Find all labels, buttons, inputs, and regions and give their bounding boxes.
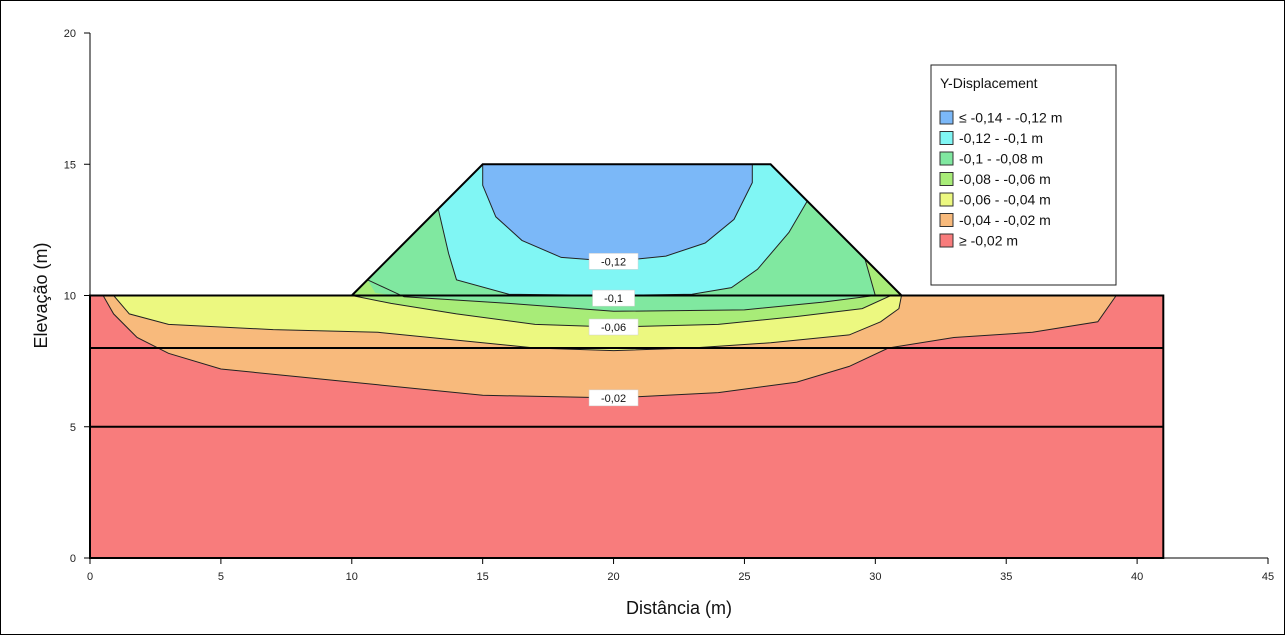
y-tick-label: 0: [70, 553, 76, 565]
y-tick-label: 10: [64, 291, 76, 303]
x-tick-label: 0: [87, 571, 93, 583]
axes: 0 5 10 15 20 25 30 35 40 45 0 5 10 15 20: [64, 28, 1274, 583]
legend-swatch: [939, 172, 954, 186]
x-tick-label: 40: [1131, 571, 1143, 583]
contour-line-m0_08: [367, 258, 876, 312]
legend: Y-Displacement ≤ -0,14 - -0,12 m -0,12 - -…: [930, 64, 1117, 286]
x-axis-title: Distância (m): [626, 598, 732, 618]
legend-swatch: [939, 110, 954, 125]
legend-entry-label: ≥ -0,02 m: [959, 233, 1018, 249]
contour-label-box: [588, 318, 639, 336]
legend-swatch: [939, 192, 954, 207]
legend-swatch: [939, 233, 954, 248]
x-tick-label: 35: [1000, 571, 1012, 583]
x-tick-label: 45: [1262, 571, 1274, 583]
embankment-outline: [351, 163, 903, 297]
x-tick-label: 25: [738, 571, 750, 583]
contour-line-m0_04: [113, 295, 902, 352]
legend-swatch: [939, 151, 954, 166]
contour-label: -0,02: [601, 393, 626, 405]
y-tick-label: 15: [64, 159, 76, 171]
x-tick-label: 20: [607, 571, 619, 583]
legend-swatch: [939, 131, 954, 145]
legend-entry-label: -0,1 - -0,08 m: [959, 151, 1043, 167]
x-tick-label: 5: [218, 571, 224, 583]
x-tick-label: 30: [869, 571, 881, 583]
contour-label-box: [592, 289, 635, 307]
legend-swatch: [939, 213, 954, 227]
contour-label: -0,12: [601, 256, 626, 268]
region-le_014_012: [482, 164, 753, 262]
contour-label: -0,1: [604, 293, 623, 305]
x-tick-label: 15: [477, 571, 489, 583]
legend-box: [930, 64, 1117, 286]
contour-label-box: [588, 253, 639, 270]
y-axis-title: Elevação (m): [31, 242, 51, 348]
contour-labels: -0,12 -0,1 -0,06 -0,02: [588, 253, 639, 407]
legend-entry-label: -0,04 - -0,02 m: [959, 212, 1051, 228]
legend-entry-label: ≤ -0,14 - -0,12 m: [959, 110, 1062, 126]
legend-entry-label: -0,08 - -0,06 m: [959, 171, 1051, 187]
legend-entry-label: -0,12 - -0,1 m: [959, 130, 1043, 146]
x-tick-label: 10: [346, 571, 358, 583]
y-tick-label: 5: [70, 422, 76, 434]
legend-entry-label: -0,06 - -0,04 m: [959, 192, 1051, 208]
y-tick-label: 20: [64, 28, 76, 40]
contour-label-box: [588, 389, 639, 407]
legend-title: Y-Displacement: [940, 75, 1038, 91]
contour-label: -0,06: [601, 322, 626, 334]
